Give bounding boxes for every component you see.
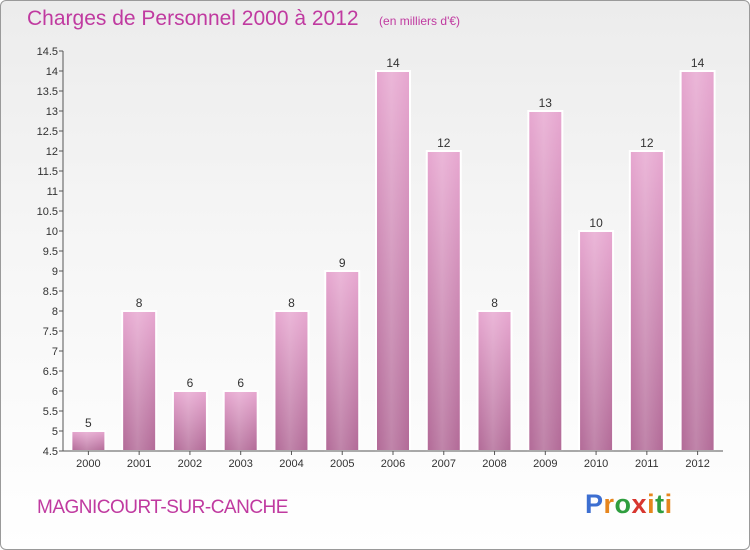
chart-title: Charges de Personnel 2000 à 2012	[27, 7, 359, 30]
bar-highlight	[580, 232, 613, 450]
y-tick-label: 12.5	[37, 126, 58, 138]
y-tick-label: 14.5	[37, 46, 58, 58]
x-tick-label: 2007	[432, 458, 456, 470]
bar-highlight	[529, 112, 562, 450]
y-tick-label: 13	[46, 106, 58, 118]
x-tick-label: 2000	[76, 458, 100, 470]
bar-value-label: 12	[437, 136, 451, 150]
y-tick-label: 9.5	[43, 246, 58, 258]
bar-highlight	[478, 312, 511, 450]
x-tick-label: 2003	[228, 458, 252, 470]
logo-letter: i	[647, 489, 656, 519]
x-tick-label: 2001	[127, 458, 151, 470]
y-tick-label: 4.5	[43, 446, 58, 458]
bar-value-label: 14	[386, 56, 400, 70]
x-tick-label: 2011	[635, 458, 659, 470]
y-tick-label: 8	[52, 306, 58, 318]
y-tick-label: 7	[52, 346, 58, 358]
bar-highlight	[173, 392, 206, 450]
bar-highlight	[123, 312, 156, 450]
y-tick-label: 6.5	[43, 366, 58, 378]
chart-subtitle: (en milliers d'€)	[379, 14, 461, 28]
y-tick-label: 14	[46, 66, 58, 78]
logo-letter: o	[614, 489, 632, 519]
bar-2004: 8	[273, 296, 310, 452]
logo-letter: t	[655, 489, 665, 519]
bar-value-label: 14	[691, 56, 705, 70]
bar-highlight	[72, 432, 105, 450]
x-tick-label: 2009	[533, 458, 557, 470]
bar-value-label: 6	[237, 376, 244, 390]
bar-2001: 8	[121, 296, 158, 452]
bar-2005: 9	[324, 256, 361, 452]
bar-value-label: 9	[339, 256, 346, 270]
y-tick-label: 9	[52, 266, 58, 278]
bar-2007: 12	[425, 136, 462, 452]
y-tick-label: 11	[47, 186, 58, 198]
y-tick-label: 13.5	[37, 86, 58, 98]
y-axis: 4.5 5 5.5 6 6.5 7 7.5 8 8.5 9 9.5 10 10.5 11 11.5 12 12.…	[37, 46, 64, 458]
y-tick-label: 7.5	[43, 326, 58, 338]
x-tick-label: 2006	[381, 458, 405, 470]
bar-2009: 13	[527, 96, 564, 452]
y-tick-label: 11.5	[37, 166, 58, 178]
bar-2010: 10	[578, 216, 615, 452]
x-tick-label: 2012	[685, 458, 709, 470]
logo-letter: r	[603, 489, 615, 519]
bar-2006: 14	[375, 56, 411, 452]
bars: 5 8 6 6 8 9 14 12 8 13 10 12 14	[70, 56, 716, 452]
y-tick-label: 8.5	[43, 286, 58, 298]
logo-letter: P	[585, 489, 604, 519]
x-tick-label: 2004	[279, 458, 303, 470]
y-tick-label: 6	[52, 386, 58, 398]
bar-value-label: 5	[85, 416, 92, 430]
bar-2011: 12	[628, 136, 665, 452]
bar-highlight	[681, 72, 714, 450]
y-tick-label: 5.5	[43, 406, 58, 418]
bar-highlight	[224, 392, 257, 450]
bar-highlight	[377, 72, 409, 450]
bar-2003: 6	[222, 376, 259, 452]
bar-2000: 5	[70, 416, 107, 452]
bar-2008: 8	[476, 296, 513, 452]
x-tick-label: 2010	[584, 458, 608, 470]
x-tick-label: 2002	[178, 458, 202, 470]
x-tick-label: 2005	[330, 458, 354, 470]
x-axis: 2000 2001 2002 2003 2004 2005 2006 2007 2008 2009…	[63, 450, 723, 470]
bar-2002: 6	[171, 376, 208, 452]
bar-highlight	[630, 152, 663, 450]
bar-highlight	[326, 272, 359, 450]
bar-2012: 14	[679, 56, 716, 452]
y-tick-label: 10.5	[37, 206, 58, 218]
bar-value-label: 6	[187, 376, 194, 390]
bar-highlight	[427, 152, 460, 450]
proxiti-logo: Proxiti	[585, 489, 673, 520]
y-tick-label: 12	[46, 146, 58, 158]
logo-letter: x	[631, 489, 648, 519]
y-tick-label: 10	[46, 226, 58, 238]
title-row: Charges de Personnel 2000 à 2012 (en mil…	[27, 7, 460, 31]
y-tick-label: 5	[52, 426, 58, 438]
bar-value-label: 10	[589, 216, 603, 230]
bar-highlight	[275, 312, 308, 450]
place-name: MAGNICOURT-SUR-CANCHE	[37, 497, 288, 518]
bar-value-label: 8	[491, 296, 498, 310]
bar-value-label: 8	[288, 296, 295, 310]
x-tick-label: 2008	[482, 458, 506, 470]
logo-letter: i	[664, 489, 673, 519]
bar-value-label: 13	[539, 96, 553, 110]
bar-value-label: 8	[136, 296, 143, 310]
bar-value-label: 12	[640, 136, 654, 150]
